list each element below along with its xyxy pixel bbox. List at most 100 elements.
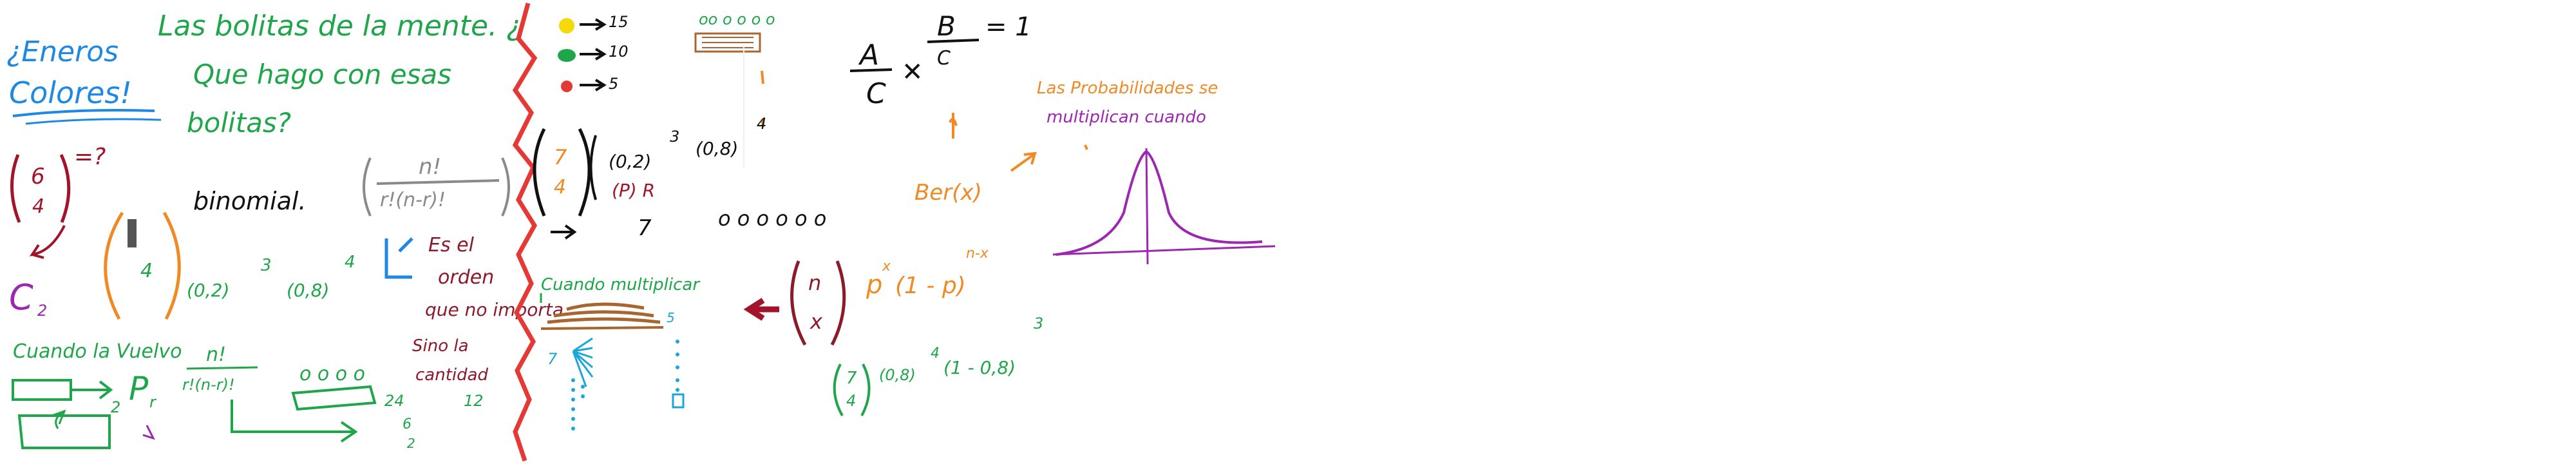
text-exp-f: 3 [1034, 314, 1043, 333]
text-pow-a: (0,2) [187, 280, 229, 301]
box-brown [694, 32, 761, 53]
text-eq-one: = 1 [985, 12, 1032, 42]
brown-stroke-2 [553, 310, 654, 318]
text-cantidad: cantidad [415, 365, 489, 385]
text-pow-d: (0,8) [696, 138, 738, 159]
box-cyan [672, 393, 685, 409]
text-circles-a: o o o o [299, 363, 365, 385]
text-exp-3: 3 [261, 256, 272, 275]
text-colores: Colores! [9, 75, 132, 110]
tree-cyan-dots [571, 378, 585, 430]
text-five: 5 [667, 310, 675, 325]
paren-small-black [589, 135, 597, 200]
text-circles-top: oo o o o o [699, 10, 775, 28]
text-que-hago: Que hago con esas [193, 59, 451, 90]
text-six: 6 [31, 164, 45, 189]
text-sino-la: Sino la [412, 336, 469, 356]
dot-green [558, 49, 576, 62]
text-ber: Ber(x) [914, 180, 982, 206]
box-brown-lines [702, 37, 753, 48]
arrow-green-c [231, 400, 358, 443]
underline-colores [12, 109, 155, 117]
text-r-sub: r [149, 393, 157, 411]
text-x-letter: x [810, 309, 823, 334]
paren-right-orange [162, 211, 181, 320]
bell-axis-x [1052, 245, 1276, 256]
text-eneros: ¿Eneros [6, 35, 118, 68]
text-que-no: que no importa [425, 299, 564, 320]
paren-left-gray [363, 157, 372, 217]
text-perm-num: n! [419, 154, 441, 180]
text-seven-b: 7 [547, 350, 558, 368]
paren-right-gray [501, 157, 510, 217]
text-legend-5: 5 [609, 75, 618, 93]
brown-stroke-3 [547, 317, 661, 324]
text-p-x: p [866, 270, 882, 300]
arrow-black-right [551, 224, 577, 240]
text-exp-4: 4 [345, 253, 355, 272]
text-four-a: 4 [32, 195, 44, 218]
arrow-green-b [51, 409, 66, 429]
box-green-a [12, 379, 72, 401]
text-bolitas-title: Las bolitas de la mente. ¿ [158, 10, 521, 43]
text-frac-b: B [937, 10, 956, 42]
text-n-fact: n! [206, 343, 226, 366]
box-green-b [17, 414, 111, 449]
text-nums-d: 2 [407, 436, 415, 451]
arrow-legend-3 [580, 79, 607, 92]
text-eq-q: =? [74, 144, 106, 170]
arrow-darkred-left [743, 298, 779, 321]
text-circles-mid: o o o o o o [718, 206, 826, 231]
text-perm-den: r!(n-r)! [380, 189, 446, 211]
text-four-b: 4 [140, 260, 153, 282]
bell-axis-y [1145, 148, 1149, 265]
fraction-bar-b [927, 39, 980, 43]
bell-curve [1056, 150, 1263, 256]
text-bolitas-q: bolitas? [187, 107, 291, 139]
arrow-orange-up [949, 113, 958, 139]
column-cyan-dots [676, 340, 679, 392]
arrow-legend-2 [580, 48, 607, 61]
text-p-r-red: (P) R [612, 180, 655, 201]
text-comb-den: r!(n-r)! [182, 376, 235, 394]
text-seven: 7 [638, 215, 652, 241]
text-x-exp: x [882, 258, 891, 275]
paren-right-74 [860, 363, 871, 416]
paren-left-orange [104, 211, 124, 320]
brown-stroke-4 [540, 326, 664, 330]
tree-cyan-branches [572, 337, 594, 387]
dot-yellow [559, 18, 574, 34]
underline-colores-2 [25, 118, 162, 125]
text-pow-e: (0,8) [879, 366, 916, 384]
text-nums-a: 24 [384, 392, 404, 410]
text-cuando-vuelvo: Cuando la Vuelvo [13, 340, 182, 363]
text-nums-c: 6 [402, 416, 412, 432]
bracket-blue [384, 237, 413, 279]
paren-right-6-4 [59, 153, 71, 223]
text-frac-a: A [858, 39, 879, 72]
orange-mark-a [761, 70, 764, 84]
brown-stroke-1 [566, 302, 645, 311]
box-green-c [291, 385, 377, 411]
text-nums-b: 12 [464, 392, 484, 410]
arrow-down-left [29, 225, 66, 259]
text-exp-e: 4 [931, 345, 940, 362]
paren-left-6-4 [10, 154, 21, 223]
text-exp-d: 4 [757, 115, 766, 133]
dot-red [561, 81, 573, 92]
divider-red [512, 3, 538, 462]
text-las-prob: Las Probabilidades se [1037, 79, 1218, 98]
text-seven-c: 7 [846, 369, 857, 388]
text-p-r: P [129, 370, 149, 407]
fraction-bar-a [849, 68, 893, 72]
text-big4: 4 [554, 176, 566, 198]
paren-right-black [578, 128, 591, 217]
paren-left-74 [833, 363, 844, 416]
text-legend-15: 15 [609, 13, 629, 31]
orange-mark-b [761, 119, 764, 126]
paren-left-nx [790, 260, 807, 346]
text-two-a: 2 [111, 398, 120, 416]
text-frac-c2: C [937, 47, 951, 70]
text-one-minus-p: (1 - p) [895, 273, 966, 299]
